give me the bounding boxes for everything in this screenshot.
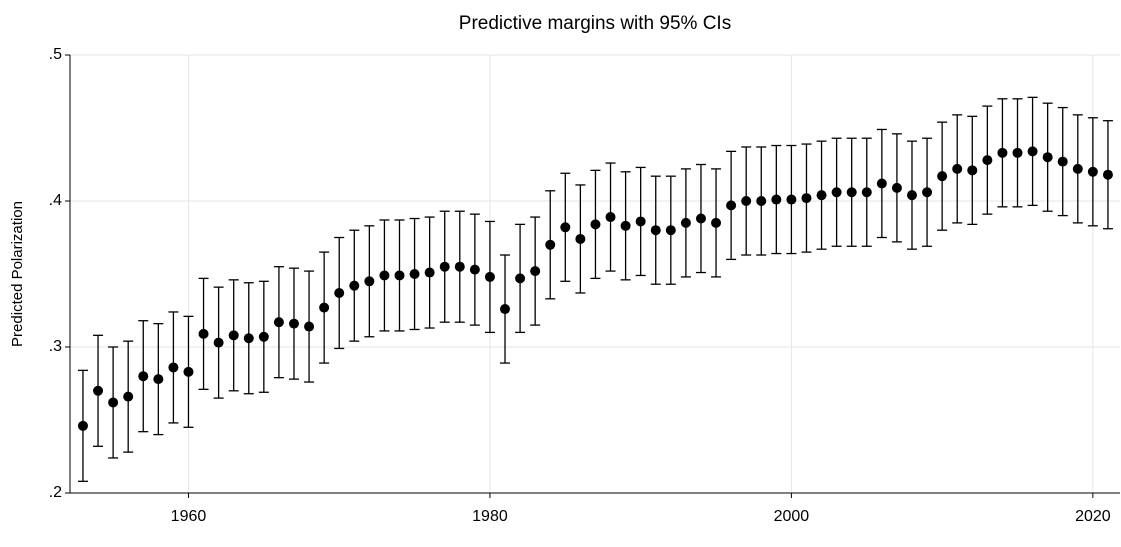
- point: [1027, 146, 1038, 157]
- point: [394, 270, 405, 281]
- point: [500, 304, 511, 315]
- y-tick-label: .3: [49, 338, 62, 355]
- point: [364, 276, 375, 287]
- point: [605, 212, 616, 223]
- x-tick-label: 2020: [1075, 508, 1111, 525]
- point: [93, 385, 104, 396]
- point: [334, 287, 345, 298]
- point: [288, 318, 299, 329]
- point: [545, 239, 556, 250]
- point: [680, 217, 691, 228]
- y-tick-label: .5: [49, 46, 62, 63]
- point: [228, 330, 239, 341]
- point: [922, 187, 933, 198]
- point: [846, 187, 857, 198]
- point: [273, 317, 284, 328]
- point: [786, 194, 797, 205]
- point: [891, 182, 902, 193]
- y-tick-label: .4: [49, 192, 62, 209]
- point: [424, 267, 435, 278]
- point: [695, 213, 706, 224]
- point: [108, 397, 119, 408]
- point: [530, 266, 541, 277]
- point: [906, 190, 917, 201]
- point: [816, 190, 827, 201]
- y-axis-label: Predicted Polarization: [9, 201, 26, 347]
- point: [982, 155, 993, 166]
- point: [379, 270, 390, 281]
- point: [861, 187, 872, 198]
- point: [454, 261, 465, 272]
- point: [997, 147, 1008, 158]
- point: [319, 302, 330, 313]
- point: [635, 216, 646, 227]
- point: [771, 194, 782, 205]
- point: [952, 163, 963, 174]
- point: [439, 261, 450, 272]
- point: [213, 337, 224, 348]
- x-tick-label: 2000: [774, 508, 810, 525]
- point: [1102, 169, 1113, 180]
- point: [153, 374, 164, 385]
- point: [575, 233, 586, 244]
- point: [409, 269, 420, 279]
- point: [243, 333, 254, 344]
- point: [1012, 147, 1023, 158]
- point: [1057, 156, 1068, 167]
- chart-title: Predictive margins with 95% CIs: [459, 13, 731, 34]
- point: [741, 196, 752, 206]
- point: [620, 220, 631, 231]
- point: [304, 321, 315, 332]
- point: [726, 200, 737, 211]
- point: [349, 280, 360, 291]
- point: [138, 371, 149, 382]
- point: [1087, 166, 1098, 177]
- point: [711, 217, 722, 228]
- point: [123, 391, 134, 402]
- point: [183, 366, 194, 377]
- point: [560, 222, 571, 233]
- x-tick-label: 1960: [171, 508, 207, 525]
- point: [168, 362, 179, 373]
- point: [515, 273, 526, 284]
- point: [1072, 163, 1083, 174]
- point: [937, 171, 948, 182]
- point: [967, 165, 978, 176]
- point: [665, 225, 676, 236]
- point: [650, 225, 661, 236]
- point: [1042, 152, 1053, 163]
- point: [77, 420, 88, 431]
- point: [756, 196, 767, 206]
- point: [258, 331, 269, 342]
- point: [484, 271, 495, 282]
- x-tick-label: 1980: [472, 508, 508, 525]
- point: [876, 178, 887, 189]
- point: [590, 219, 601, 230]
- y-tick-label: .2: [49, 484, 62, 501]
- point: [469, 264, 480, 275]
- point: [831, 187, 842, 198]
- point: [198, 328, 209, 339]
- point: [801, 193, 812, 204]
